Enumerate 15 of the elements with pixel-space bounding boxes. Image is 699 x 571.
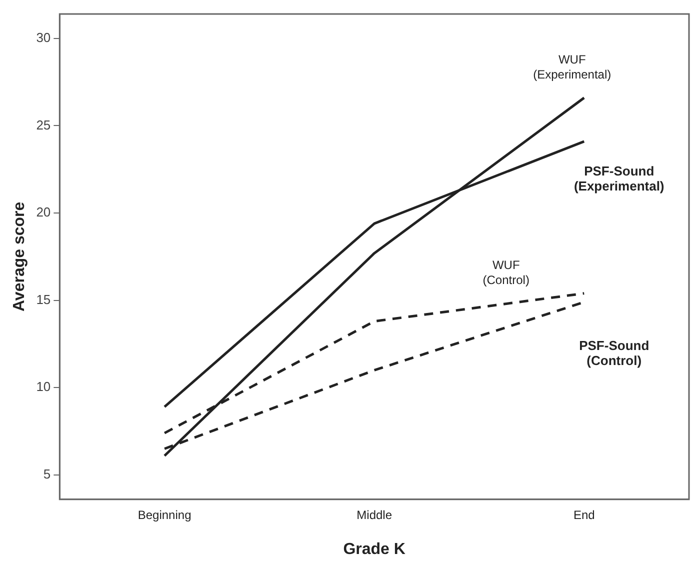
series-label: WUF (Control) [482,258,530,288]
x-tick-label: Beginning [138,508,192,522]
y-axis-title: Average score [11,202,28,312]
x-tick-label: Middle [356,508,392,522]
y-tick-label: 30 [36,30,51,46]
y-tick-label: 5 [43,466,51,482]
series-label: PSF-Sound (Experimental) [574,164,664,194]
x-tick-label: End [573,508,595,522]
y-tick-label: 25 [36,117,51,132]
y-tick-label: 20 [36,204,51,220]
text: WUF (Experimental) [533,52,612,82]
x-axis-title: Grade K [343,540,406,558]
y-tick-label: 15 [36,292,51,307]
text: PSF-Sound (Control) [579,338,650,368]
y-tick-label: 10 [36,379,51,394]
